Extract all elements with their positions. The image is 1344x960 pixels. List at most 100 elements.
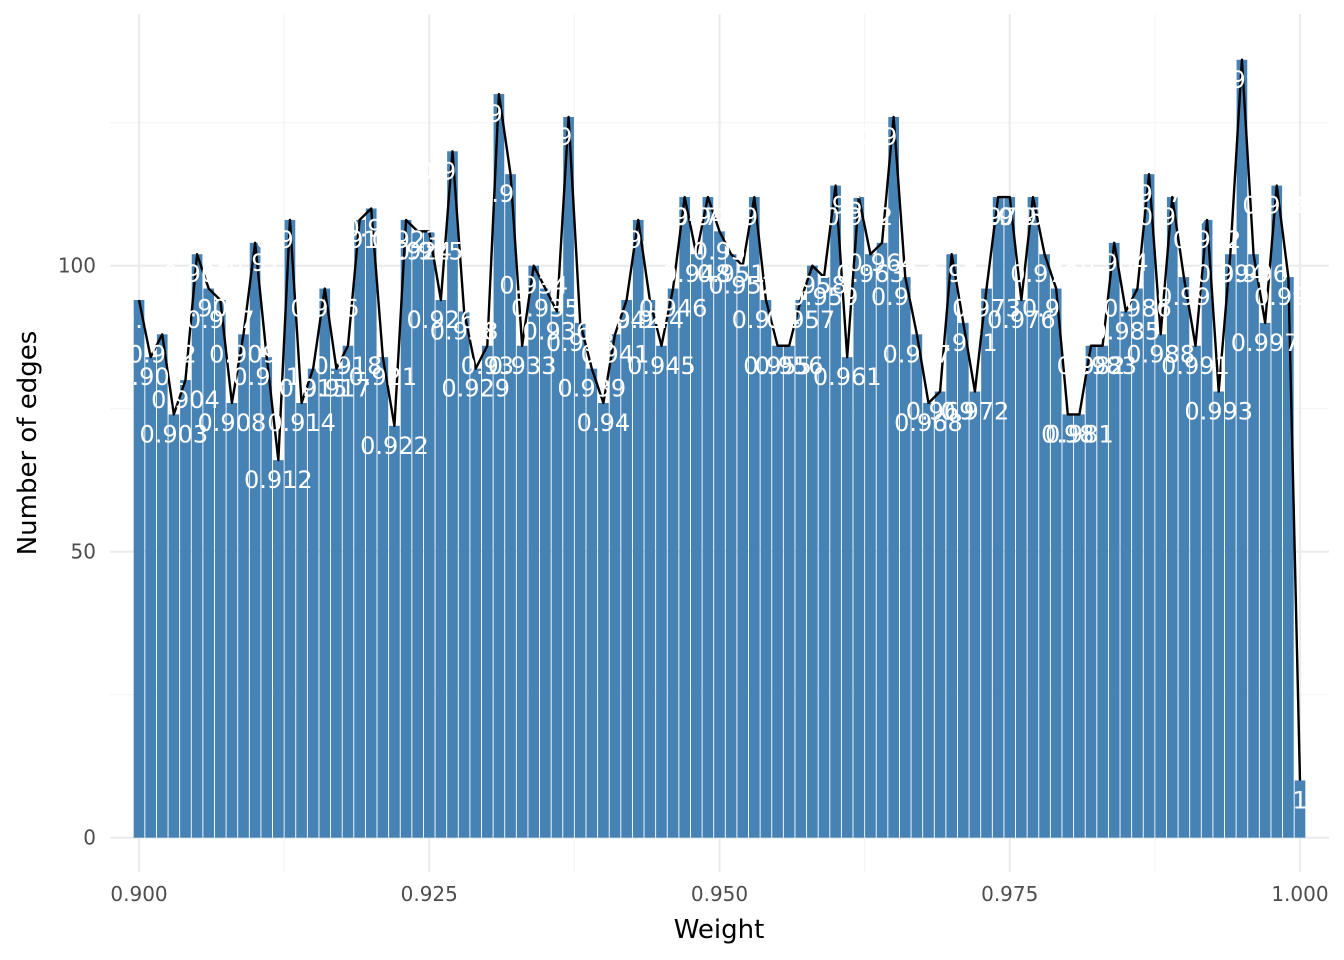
bar — [690, 254, 702, 838]
bars — [133, 59, 1306, 838]
trend-line — [137, 58, 1302, 781]
bar — [423, 231, 435, 838]
bar — [598, 402, 609, 838]
bar-label: 0.966 — [871, 283, 940, 311]
bar — [1283, 277, 1294, 838]
bar-label: 0.986 — [1103, 295, 1172, 323]
bar-label: 0.979 — [1022, 295, 1091, 323]
bar-label: 0.993 — [1184, 398, 1253, 426]
bar-label: 0.908 — [198, 409, 267, 437]
bar — [156, 334, 168, 838]
bar-label: 0.958 — [778, 272, 847, 300]
bar-label: 0.975 — [975, 203, 1044, 231]
bar-label: 0.955 — [743, 352, 812, 380]
bar — [447, 151, 458, 838]
bar-label: 0.918 — [314, 352, 383, 380]
bar — [1050, 288, 1062, 838]
bar — [249, 242, 261, 838]
bar — [772, 345, 783, 838]
bar-label: 1 — [1292, 786, 1307, 814]
bar — [899, 277, 911, 838]
bar — [203, 288, 215, 838]
bar — [1039, 254, 1050, 838]
bar — [470, 368, 482, 838]
bar — [540, 288, 551, 838]
bar — [307, 368, 319, 838]
bar-label: 0.965 — [859, 123, 928, 151]
bar — [563, 116, 574, 838]
bar-label: 0.901 — [116, 363, 185, 391]
bar — [609, 334, 621, 838]
bar — [389, 425, 400, 838]
bar — [1294, 780, 1306, 838]
bar-label: 0.9 — [120, 306, 158, 334]
bar — [168, 414, 180, 838]
bar — [586, 368, 598, 838]
bar — [516, 345, 528, 838]
bar-label: 0.946 — [639, 295, 708, 323]
bar — [1190, 345, 1201, 838]
bar-label: 0.935 — [511, 295, 580, 323]
bar-label: 0.931 — [465, 100, 534, 128]
bar-label: 0.902 — [128, 340, 197, 368]
bar — [783, 345, 795, 838]
bar-label: 0.938 — [546, 329, 615, 357]
bar — [342, 345, 354, 838]
bar-label: 0.951 — [697, 260, 766, 288]
bar-label: 0.96 — [809, 192, 862, 220]
bar-label: 0.98 — [1041, 420, 1094, 448]
bar-label: 0.964 — [848, 249, 917, 277]
bar — [1236, 59, 1248, 838]
y-tick-label: 100 — [58, 254, 96, 278]
bar-label: 0.915 — [279, 375, 348, 403]
bar-label: 0.944 — [615, 306, 684, 334]
bar-label: 0.995 — [1208, 66, 1277, 94]
bar — [1027, 197, 1039, 838]
bar-label: 0.981 — [1045, 420, 1114, 448]
bar — [714, 231, 725, 838]
bar-label: 0.923 — [372, 226, 441, 254]
bar — [957, 322, 969, 838]
bar — [911, 334, 923, 838]
bar-label: 0.998 — [1242, 192, 1311, 220]
bar — [748, 197, 760, 838]
bar — [830, 185, 841, 838]
bar — [876, 242, 888, 838]
bar — [272, 460, 284, 838]
bar — [679, 197, 691, 838]
bar — [1132, 288, 1143, 838]
bar-label: 0.967 — [883, 340, 952, 368]
bar — [934, 391, 946, 838]
bar-label: 0.97 — [925, 260, 978, 288]
bar-label: 0.95 — [693, 237, 746, 265]
bar — [1074, 414, 1085, 838]
bar — [145, 357, 156, 838]
axes: 0.900 0.925 0.950 0.975 1.000 0 50 100 — [58, 254, 1329, 906]
bar — [807, 265, 818, 838]
bar-label: 0.929 — [441, 375, 510, 403]
bar — [969, 391, 981, 838]
bar-label: 0.992 — [1173, 226, 1242, 254]
bar-label: 0.959 — [790, 283, 859, 311]
bar-label: 0.926 — [407, 306, 476, 334]
bar-label: 0.928 — [430, 317, 499, 345]
bar-label: 0.954 — [732, 306, 801, 334]
bar-label: 0.987 — [1115, 180, 1184, 208]
bar-label: 0.956 — [755, 352, 824, 380]
bar-label: 0.99 — [1157, 283, 1210, 311]
bar-label: 0.927 — [418, 157, 487, 185]
bar-label: 0.937 — [534, 123, 603, 151]
bar-label: 0.924 — [383, 237, 452, 265]
bar — [888, 116, 899, 838]
bar-label: 0.984 — [1080, 249, 1149, 277]
bar-label: 0.932 — [476, 180, 545, 208]
bar — [1259, 322, 1271, 838]
bar — [621, 300, 632, 838]
bar — [1178, 277, 1190, 838]
bar — [1085, 345, 1097, 838]
bar — [412, 231, 423, 838]
bar-label: 0.949 — [674, 203, 743, 231]
bar-label: 0.999 — [1254, 283, 1323, 311]
bar-label: 0.921 — [348, 363, 417, 391]
bar-label: 0.978 — [1010, 260, 1079, 288]
